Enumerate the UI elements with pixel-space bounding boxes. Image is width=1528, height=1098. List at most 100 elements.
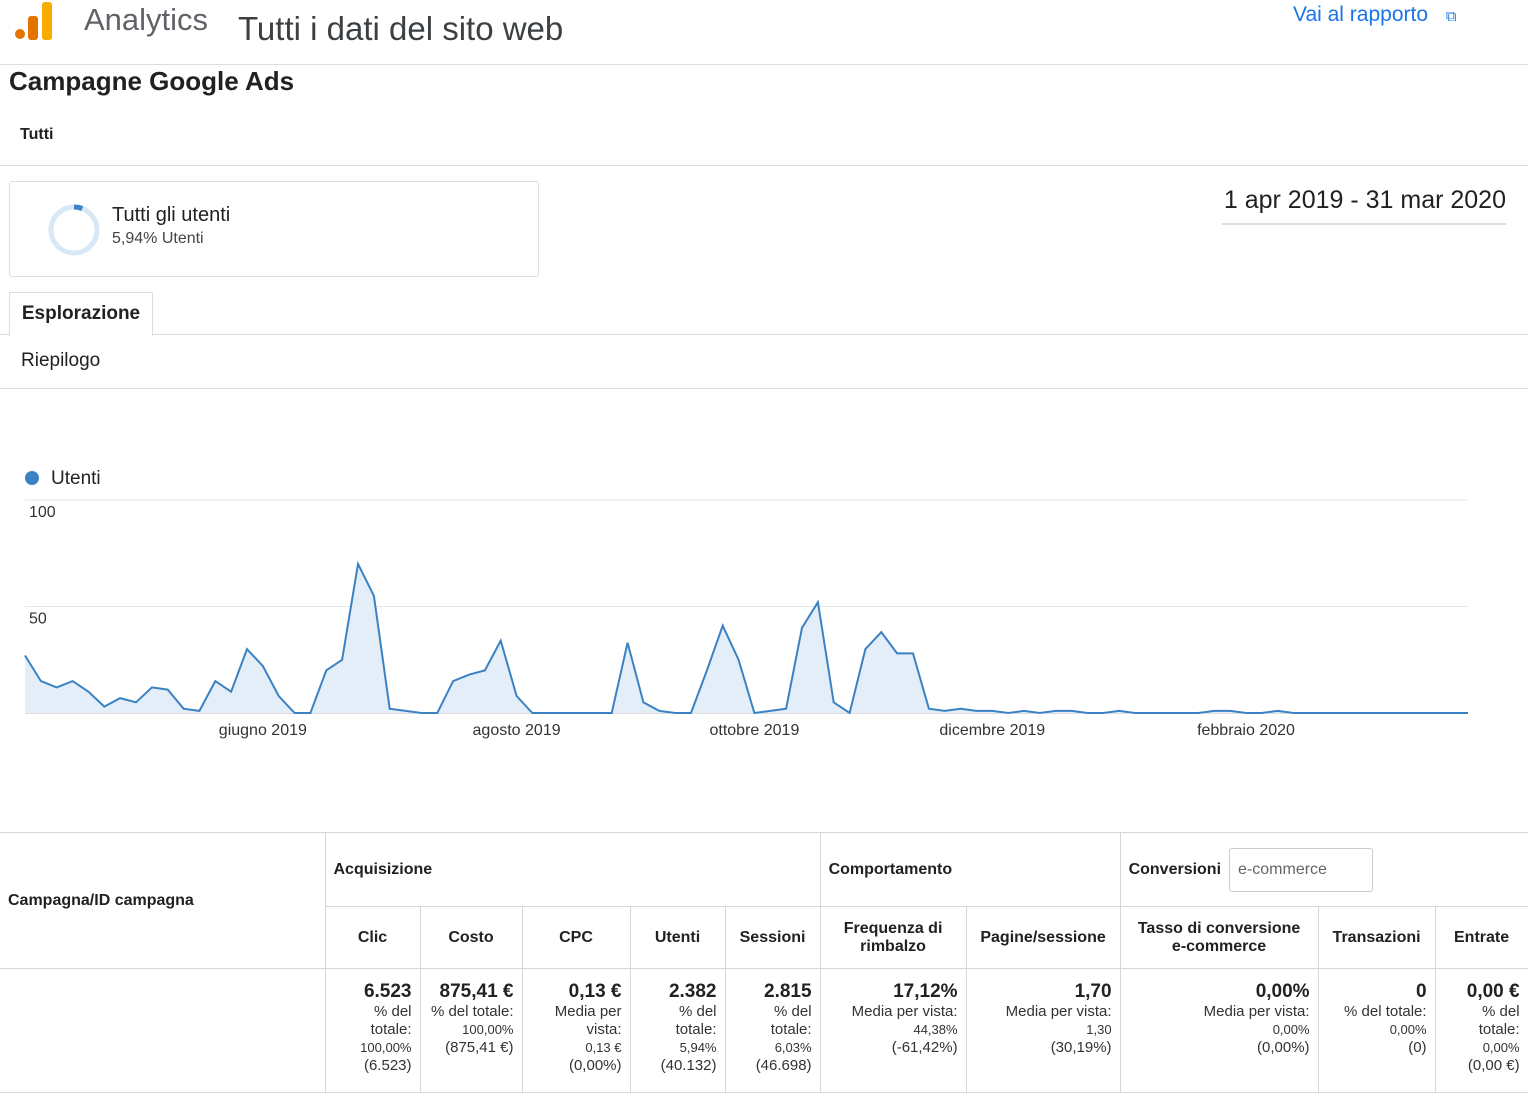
total-cell: 6.523% del totale: 100,00% (6.523) (324, 968, 421, 1093)
data-table: Campagna/ID campagna Acquisizione Compor… (0, 832, 1528, 1093)
total-cell: 0,13 € Media per vista: 0,13 € (0,00%) (521, 968, 631, 1093)
total-base: (30,19%) (1050, 1039, 1112, 1056)
chart: 50 100 giugno 2019 agosto 2019 ottobre 2019 d… (24, 468, 1468, 739)
report-link-text[interactable]: Vai al rapporto (1293, 3, 1429, 26)
column-header[interactable]: Frequenza di rimbalzo (819, 906, 967, 969)
column-header[interactable]: Entrate (1434, 906, 1528, 969)
group-header: Conversioni e-commerce (1119, 832, 1528, 907)
y-tick-label: 50 (29, 611, 47, 628)
total-label: Media per vista: (851, 1003, 958, 1020)
total-label: % del totale: (770, 1003, 812, 1038)
segment-name: Tutti gli utenti (112, 204, 231, 226)
total-cell: 0,00% Media per vista: 0,00% (0,00%) (1119, 968, 1319, 1093)
divider (0, 334, 1528, 335)
total-label: % del totale: (1344, 1003, 1427, 1020)
total-cell: 2.382% del totale: 5,94% (40.132) (629, 968, 726, 1093)
total-label: % del totale: (430, 1003, 514, 1020)
total-share: 44,38% (913, 1022, 958, 1037)
total-base: (40.132) (660, 1057, 717, 1074)
tab[interactable]: Esplorazione (9, 292, 153, 336)
total-share: 1,30 (1086, 1022, 1112, 1037)
group-header: Comportamento (819, 832, 1121, 907)
area (25, 563, 1468, 713)
segment-detail: 5,94% Utenti (112, 230, 204, 247)
total-value: 2.815 (764, 981, 812, 1002)
x-tick-label: dicembre 2019 (939, 722, 1045, 739)
total-label: Media per vista: (1203, 1003, 1310, 1020)
total-share: 0,00% (1272, 1022, 1310, 1037)
x-tick-label: agosto 2019 (473, 722, 561, 739)
line (24, 560, 1468, 715)
total-label: % del totale: (1478, 1003, 1520, 1038)
column-header[interactable]: Pagine/sessione (965, 906, 1121, 969)
total-value: 2.382 (668, 981, 717, 1002)
total-base: (-61,42%) (891, 1039, 958, 1056)
total-share: 100,00% (462, 1022, 514, 1037)
group-header: Acquisizione (324, 832, 821, 907)
total-share: 0,00% (1482, 1040, 1520, 1055)
empty-cell (0, 968, 326, 1093)
app-name: Analytics (84, 2, 209, 37)
total-share: 100,00% (360, 1040, 412, 1055)
total-cell: 1,70 Media per vista: 1,30 (30,19%) (965, 968, 1121, 1093)
column-header[interactable]: Costo (419, 906, 523, 969)
x-tick-label: ottobre 2019 (709, 722, 799, 739)
x-tick-label: febbraio 2020 (1197, 722, 1295, 739)
total-label: Media per vista: (1005, 1003, 1112, 1020)
total-base: (6.523) (363, 1057, 412, 1074)
total-cell: 0% del totale: 0,00% (0) (1317, 968, 1436, 1093)
date-range[interactable]: 1 apr 2019 - 31 mar 2020 (1222, 186, 1506, 225)
total-cell: 17,12% Media per vista: 44,38% (-61,42%) (819, 968, 967, 1093)
total-share: 5,94% (679, 1040, 717, 1055)
total-share: 0,00% (1389, 1022, 1427, 1037)
group-header-text: Conversioni (1128, 860, 1222, 878)
total-cell: 875,41 €% del totale: 100,00% (875,41 €) (419, 968, 523, 1093)
total-value: 0,13 € (568, 981, 622, 1002)
conversion-select[interactable]: e-commerce (1229, 847, 1374, 892)
report-title: Campagne Google Ads (9, 66, 295, 96)
report-link[interactable]: Vai al rapporto ⧉ (1293, 3, 1457, 26)
x-tick-label: giugno 2019 (219, 722, 307, 739)
total-base: (0,00%) (568, 1057, 622, 1074)
column-header[interactable]: CPC (521, 906, 631, 969)
total-base: (875,41 €) (445, 1039, 514, 1056)
total-cell: 0,00 €% del totale: 0,00% (0,00 €) (1434, 968, 1528, 1093)
total-base: (46.698) (755, 1057, 812, 1074)
divider (0, 388, 1528, 389)
total-value: 6.523 (363, 981, 412, 1002)
logo (15, 2, 52, 40)
total-label: % del totale: (675, 1003, 717, 1038)
legend-dot (25, 471, 39, 485)
total-base: (0) (1408, 1039, 1427, 1056)
total-value: 1,70 (1074, 981, 1112, 1002)
divider (0, 165, 1528, 166)
column-header[interactable]: Clic (324, 906, 421, 969)
column-header[interactable]: Transazioni (1317, 906, 1436, 969)
filter: Tutti (20, 126, 54, 143)
subtab[interactable]: Riepilogo (21, 350, 101, 371)
column-header[interactable]: Campagna/ID campagna (0, 832, 326, 969)
segment-card[interactable]: Tutti gli utenti 5,94% Utenti (9, 181, 539, 277)
total-value: 875,41 € (439, 981, 514, 1002)
total-value: 0,00 € (1466, 981, 1520, 1002)
total-value: 0,00% (1255, 981, 1310, 1002)
column-header[interactable]: Tasso di conversione e-commerce (1119, 906, 1319, 969)
total-base: (0,00 €) (1467, 1057, 1520, 1074)
divider (0, 64, 1528, 65)
view-name: Tutti i dati del sito web (238, 10, 564, 47)
column-header[interactable]: Utenti (629, 906, 726, 969)
total-value: 17,12% (893, 981, 958, 1002)
legend-label: Utenti (51, 468, 101, 489)
total-base: (0,00%) (1257, 1039, 1310, 1056)
total-cell: 2.815% del totale: 6,03% (46.698) (724, 968, 821, 1093)
total-share: 6,03% (774, 1040, 812, 1055)
total-share: 0,13 € (585, 1040, 622, 1055)
total-value: 0 (1415, 981, 1427, 1002)
segment-donut (48, 204, 100, 256)
y-tick-label: 100 (29, 504, 56, 521)
column-header[interactable]: Sessioni (724, 906, 821, 969)
total-label: Media per vista: (554, 1003, 622, 1038)
total-label: % del totale: (370, 1003, 412, 1038)
